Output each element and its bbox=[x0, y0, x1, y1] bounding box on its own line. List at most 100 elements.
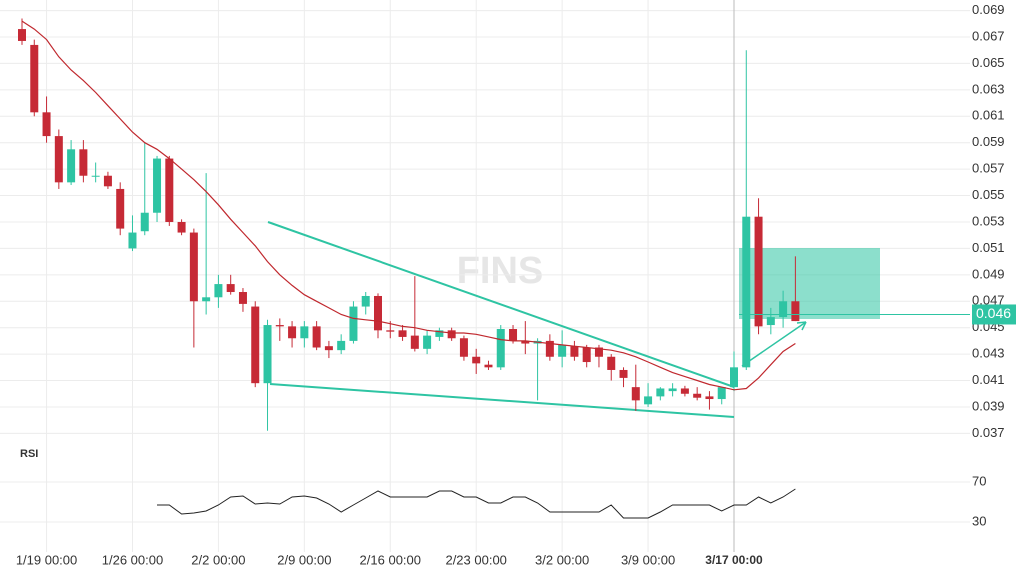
last-price-box bbox=[972, 304, 1016, 325]
last-price-label: 0.046 bbox=[976, 305, 1011, 321]
y-tick-label: 0.059 bbox=[972, 134, 1005, 149]
candle-body bbox=[337, 340, 346, 351]
candle-body bbox=[644, 396, 653, 405]
candle-body bbox=[509, 329, 518, 341]
candle-body bbox=[202, 297, 211, 302]
candle-body bbox=[496, 329, 505, 368]
candle-body bbox=[607, 356, 616, 370]
y-tick-label: 0.061 bbox=[972, 108, 1005, 123]
candle-body bbox=[324, 346, 333, 351]
candle-body bbox=[226, 284, 235, 293]
y-tick-label: 0.043 bbox=[972, 346, 1005, 361]
candle-body bbox=[656, 388, 665, 397]
y-tick-label: 0.049 bbox=[972, 266, 1005, 281]
x-tick-label: 3/17 00:00 bbox=[705, 553, 763, 567]
candle-body bbox=[67, 149, 76, 183]
trend-line bbox=[267, 221, 735, 388]
candle-body bbox=[754, 216, 763, 327]
candle-body bbox=[766, 317, 775, 326]
candle-body bbox=[361, 295, 370, 307]
x-tick-label: 2/2 00:00 bbox=[191, 552, 245, 567]
moving-average bbox=[21, 20, 796, 391]
candle-body bbox=[717, 387, 726, 400]
x-tick-label: 2/9 00:00 bbox=[277, 552, 331, 567]
candle-body bbox=[214, 284, 223, 298]
y-tick-label: 0.041 bbox=[972, 372, 1005, 387]
candle-body bbox=[42, 112, 51, 137]
y-tick-label: 0.065 bbox=[972, 55, 1005, 70]
candle-body bbox=[140, 212, 149, 232]
grid bbox=[0, 0, 970, 552]
candle-body bbox=[472, 356, 481, 364]
candle-body bbox=[545, 340, 554, 357]
candle-body bbox=[447, 330, 456, 339]
y-tick-label: 0.051 bbox=[972, 240, 1005, 255]
y-tick-label: 0.057 bbox=[972, 161, 1005, 176]
arrow bbox=[741, 321, 807, 367]
candle-body bbox=[705, 396, 714, 400]
y-tick-label: 0.037 bbox=[972, 425, 1005, 440]
candle-body bbox=[79, 149, 88, 176]
arrow-head bbox=[796, 321, 807, 331]
trend-line bbox=[269, 383, 735, 418]
y-tick-label: 0.067 bbox=[972, 28, 1005, 43]
candle-body bbox=[238, 292, 247, 304]
marks bbox=[18, 18, 800, 519]
x-tick-label: 1/26 00:00 bbox=[102, 552, 163, 567]
candle-body bbox=[410, 335, 419, 349]
candle-body bbox=[398, 330, 407, 337]
candle-body bbox=[128, 232, 137, 249]
rsi-tick-label: 30 bbox=[972, 513, 986, 528]
candle-body bbox=[484, 364, 493, 368]
candle-body bbox=[435, 330, 444, 337]
candle-body bbox=[558, 344, 567, 357]
candle-body bbox=[103, 175, 112, 187]
candle-body bbox=[582, 347, 591, 363]
y-tick-label: 0.039 bbox=[972, 398, 1005, 413]
y-tick-label: 0.047 bbox=[972, 293, 1005, 308]
rsi-label: RSI bbox=[20, 448, 38, 460]
candle-body bbox=[349, 306, 358, 341]
candle-body bbox=[177, 221, 186, 233]
candle-body bbox=[251, 306, 260, 384]
x-tick-label: 1/19 00:00 bbox=[16, 552, 77, 567]
x-tick-label: 3/9 00:00 bbox=[621, 552, 675, 567]
x-tick-label: 2/16 00:00 bbox=[360, 552, 421, 567]
candle-body bbox=[312, 326, 321, 348]
candle-body bbox=[300, 326, 309, 339]
candle-body bbox=[275, 325, 284, 327]
candle-body bbox=[693, 393, 702, 398]
candle-body bbox=[521, 340, 530, 344]
watermark: FINS bbox=[457, 250, 544, 292]
candle-body bbox=[459, 338, 468, 357]
candle-body bbox=[631, 387, 640, 401]
y-tick-label: 0.053 bbox=[972, 213, 1005, 228]
candle-body bbox=[30, 44, 39, 113]
candle-body bbox=[374, 295, 382, 331]
x-tick-label: 2/23 00:00 bbox=[445, 552, 506, 567]
candle-body bbox=[423, 335, 432, 349]
candle-body bbox=[18, 29, 26, 41]
candle-body bbox=[116, 188, 125, 229]
y-tick-label: 0.069 bbox=[972, 2, 1005, 17]
candle-body bbox=[791, 301, 800, 322]
candle-body bbox=[153, 158, 162, 213]
candle-body bbox=[263, 325, 272, 384]
candle-body bbox=[288, 326, 297, 339]
candle-body bbox=[165, 158, 174, 222]
candle-body bbox=[742, 216, 751, 368]
candle-body bbox=[570, 346, 579, 357]
rsi-line bbox=[157, 488, 796, 519]
candle-body bbox=[730, 367, 738, 388]
candle-body bbox=[91, 175, 100, 177]
rsi-tick-label: 70 bbox=[972, 473, 986, 488]
candle-body bbox=[680, 388, 689, 394]
candle-body bbox=[779, 301, 788, 318]
candle-body bbox=[54, 136, 63, 183]
candle-body bbox=[594, 347, 603, 357]
candle-body bbox=[386, 330, 395, 332]
y-tick-label: 0.063 bbox=[972, 81, 1005, 96]
candle-body bbox=[619, 369, 628, 378]
candle-body bbox=[668, 388, 677, 392]
